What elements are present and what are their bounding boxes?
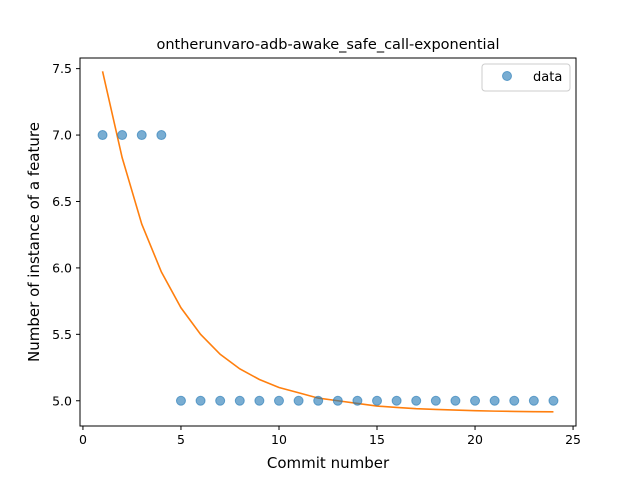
data-point: [136, 130, 147, 141]
y-axis: 5.0 5.5 6.0 6.5 7.0 7.5: [52, 61, 80, 408]
y-tick-label: 5.5: [52, 327, 72, 342]
data-point: [450, 395, 461, 406]
x-tick-label: 5: [177, 432, 185, 447]
data-point: [391, 395, 402, 406]
data-point: [117, 130, 128, 141]
x-tick-label: 20: [467, 432, 483, 447]
x-tick-label: 0: [79, 432, 87, 447]
x-tick-label: 10: [271, 432, 287, 447]
y-tick-label: 6.0: [52, 260, 72, 275]
y-tick-label: 6.5: [52, 194, 72, 209]
data-point: [97, 130, 108, 141]
fit-curve: [101, 71, 554, 413]
x-tick-label: 25: [565, 432, 581, 447]
data-point: [528, 395, 539, 406]
data-point: [548, 395, 559, 406]
data-point: [195, 395, 206, 406]
data-point: [215, 395, 226, 406]
data-point: [430, 395, 441, 406]
y-tick-label: 5.0: [52, 393, 72, 408]
axes-frame: [79, 57, 577, 427]
plot-area: [97, 71, 559, 413]
y-axis-label: Number of instance of a feature: [25, 122, 43, 362]
y-tick-label: 7.0: [52, 128, 72, 143]
data-point: [352, 395, 363, 406]
chart-title: ontherunvaro-adb-awake_safe_call-exponen…: [156, 37, 499, 53]
data-point: [156, 130, 167, 141]
data-point: [175, 395, 186, 406]
data-point: [254, 395, 265, 406]
data-point: [489, 395, 500, 406]
data-point: [293, 395, 304, 406]
legend-box: [481, 63, 571, 92]
x-axis: 0 5 10 15 20 25: [79, 426, 581, 447]
data-point: [509, 395, 520, 406]
data-point: [470, 395, 481, 406]
y-tick-label: 7.5: [52, 61, 72, 76]
x-axis-label: Commit number: [267, 454, 390, 472]
legend-label-data: data: [533, 70, 562, 85]
data-point: [234, 395, 245, 406]
legend: data: [481, 63, 571, 92]
legend-marker-data: [502, 71, 512, 81]
data-point: [372, 395, 383, 406]
data-point: [411, 395, 422, 406]
x-tick-label: 15: [369, 432, 385, 447]
data-point: [273, 395, 284, 406]
data-point: [332, 395, 343, 406]
data-point: [313, 395, 324, 406]
